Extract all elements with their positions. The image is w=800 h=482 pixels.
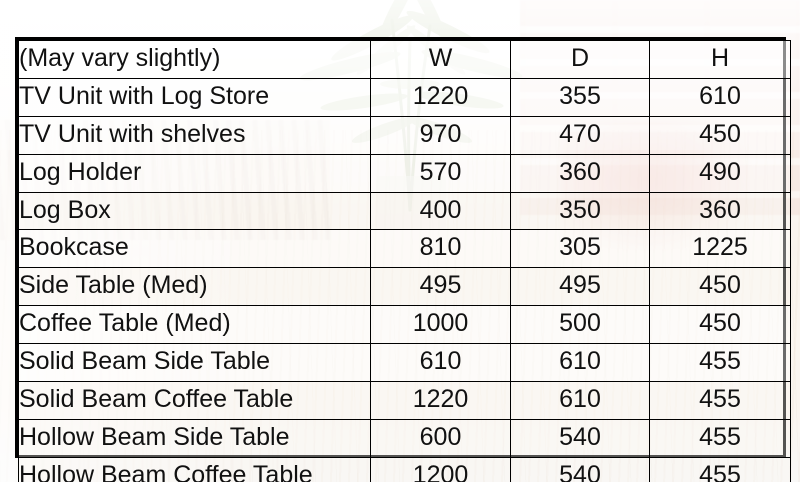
row-value-h: 455 [649, 343, 791, 383]
table-row: Log Box 400 350 360 [18, 191, 791, 231]
row-value-h: 490 [649, 153, 791, 193]
row-value-h: 455 [649, 418, 791, 458]
table-row: Side Table (Med) 495 495 450 [18, 267, 791, 307]
row-value-w: 1220 [370, 381, 511, 420]
row-value-d: 360 [510, 153, 650, 193]
row-value-w: 600 [370, 418, 511, 458]
row-item-name: Hollow Beam Side Table [18, 418, 371, 458]
row-item-name: Side Table (Med) [18, 267, 371, 307]
row-value-d: 355 [510, 77, 650, 117]
row-value-w: 570 [370, 153, 511, 193]
row-item-name: Hollow Beam Coffee Table [18, 456, 371, 482]
row-value-d: 500 [510, 305, 650, 345]
row-value-d: 495 [510, 267, 650, 307]
row-value-h: 450 [649, 267, 791, 307]
row-item-name: TV Unit with Log Store [18, 77, 371, 117]
row-value-d: 305 [510, 229, 650, 269]
table-row: Coffee Table (Med) 1000 500 450 [18, 305, 791, 345]
row-value-w: 970 [370, 115, 511, 155]
row-value-h: 1225 [649, 229, 791, 269]
table-header-row: (May vary slightly) W D H [18, 40, 791, 79]
column-head-h: H [649, 40, 791, 79]
table-row: Log Holder 570 360 490 [18, 153, 791, 193]
table-row: Solid Beam Side Table 610 610 455 [18, 343, 791, 383]
row-value-w: 1220 [370, 77, 511, 117]
row-value-w: 1200 [370, 456, 511, 482]
table-row: Hollow Beam Side Table 600 540 455 [18, 418, 791, 458]
row-item-name: Bookcase [18, 229, 371, 269]
row-item-name: Coffee Table (Med) [18, 305, 371, 345]
table-row: Hollow Beam Coffee Table 1200 540 455 [18, 456, 791, 482]
row-value-h: 455 [649, 456, 791, 482]
row-item-name: Log Box [18, 191, 371, 231]
row-value-d: 610 [510, 381, 650, 420]
note-cell: (May vary slightly) [18, 40, 371, 79]
row-value-d: 540 [510, 456, 650, 482]
row-value-w: 495 [370, 267, 511, 307]
table-row: Bookcase 810 305 1225 [18, 229, 791, 269]
row-item-name: Log Holder [18, 153, 371, 193]
table-row: TV Unit with Log Store 1220 355 610 [18, 77, 791, 117]
row-value-w: 1000 [370, 305, 511, 345]
row-value-w: 610 [370, 343, 511, 383]
row-value-d: 540 [510, 418, 650, 458]
row-value-h: 610 [649, 77, 791, 117]
row-value-h: 450 [649, 115, 791, 155]
dimensions-table-container: (May vary slightly) W D H TV Unit with L… [15, 37, 791, 482]
row-item-name: TV Unit with shelves [18, 115, 371, 155]
row-value-d: 470 [510, 115, 650, 155]
row-item-name: Solid Beam Coffee Table [18, 381, 371, 420]
row-value-d: 350 [510, 191, 650, 231]
row-value-w: 400 [370, 191, 511, 231]
table-row: Solid Beam Coffee Table 1220 610 455 [18, 381, 791, 420]
row-item-name: Solid Beam Side Table [18, 343, 371, 383]
column-head-d: D [510, 40, 650, 79]
column-head-w: W [370, 40, 511, 79]
row-value-w: 810 [370, 229, 511, 269]
row-value-d: 610 [510, 343, 650, 383]
row-value-h: 450 [649, 305, 791, 345]
table-row: TV Unit with shelves 970 470 450 [18, 115, 791, 155]
row-value-h: 455 [649, 381, 791, 420]
furniture-dimensions-table: (May vary slightly) W D H TV Unit with L… [18, 40, 791, 482]
row-value-h: 360 [649, 191, 791, 231]
